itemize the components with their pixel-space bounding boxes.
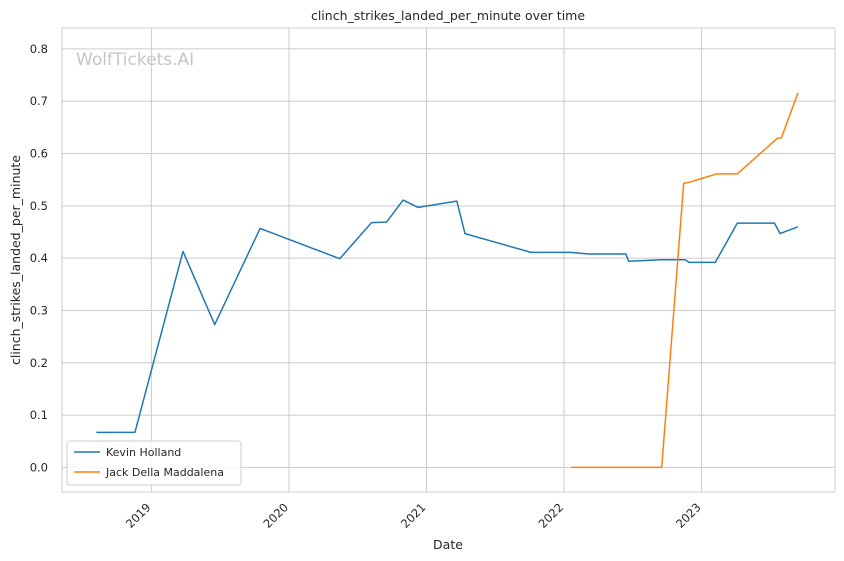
chart-title: clinch_strikes_landed_per_minute over ti… [311,8,585,23]
watermark-text: WolfTickets.AI [76,50,194,70]
y-tick-label: 0.7 [30,94,48,108]
y-tick-label: 0.2 [30,356,48,370]
y-tick-label: 0.6 [30,147,48,161]
y-tick-label: 0.1 [30,408,48,422]
grid-lines [62,28,835,492]
x-axis-title: Date [433,537,463,552]
legend: Kevin Holland Jack Della Maddalena [66,440,242,486]
y-tick-label: 0.8 [30,42,48,56]
legend-label-kevin-holland: Kevin Holland [106,446,181,459]
series-lines [96,92,799,469]
plot-frame [61,27,836,493]
y-tick-label: 0.5 [30,199,48,213]
y-tick-label: 0.4 [30,251,48,265]
y-tick-label: 0.3 [30,303,48,317]
y-tick-label: 0.0 [30,460,48,474]
series-line-jack-della-maddalena [570,92,799,469]
series-line-kevin-holland [96,199,799,434]
legend-box [66,440,242,486]
y-tick-labels: 0.0 0.1 0.2 0.3 0.4 0.5 0.6 0.7 0.8 [30,42,48,474]
legend-label-jack-della-maddalena: Jack Della Maddalena [105,466,224,479]
y-axis-title: clinch_strikes_landed_per_minute [8,155,23,365]
